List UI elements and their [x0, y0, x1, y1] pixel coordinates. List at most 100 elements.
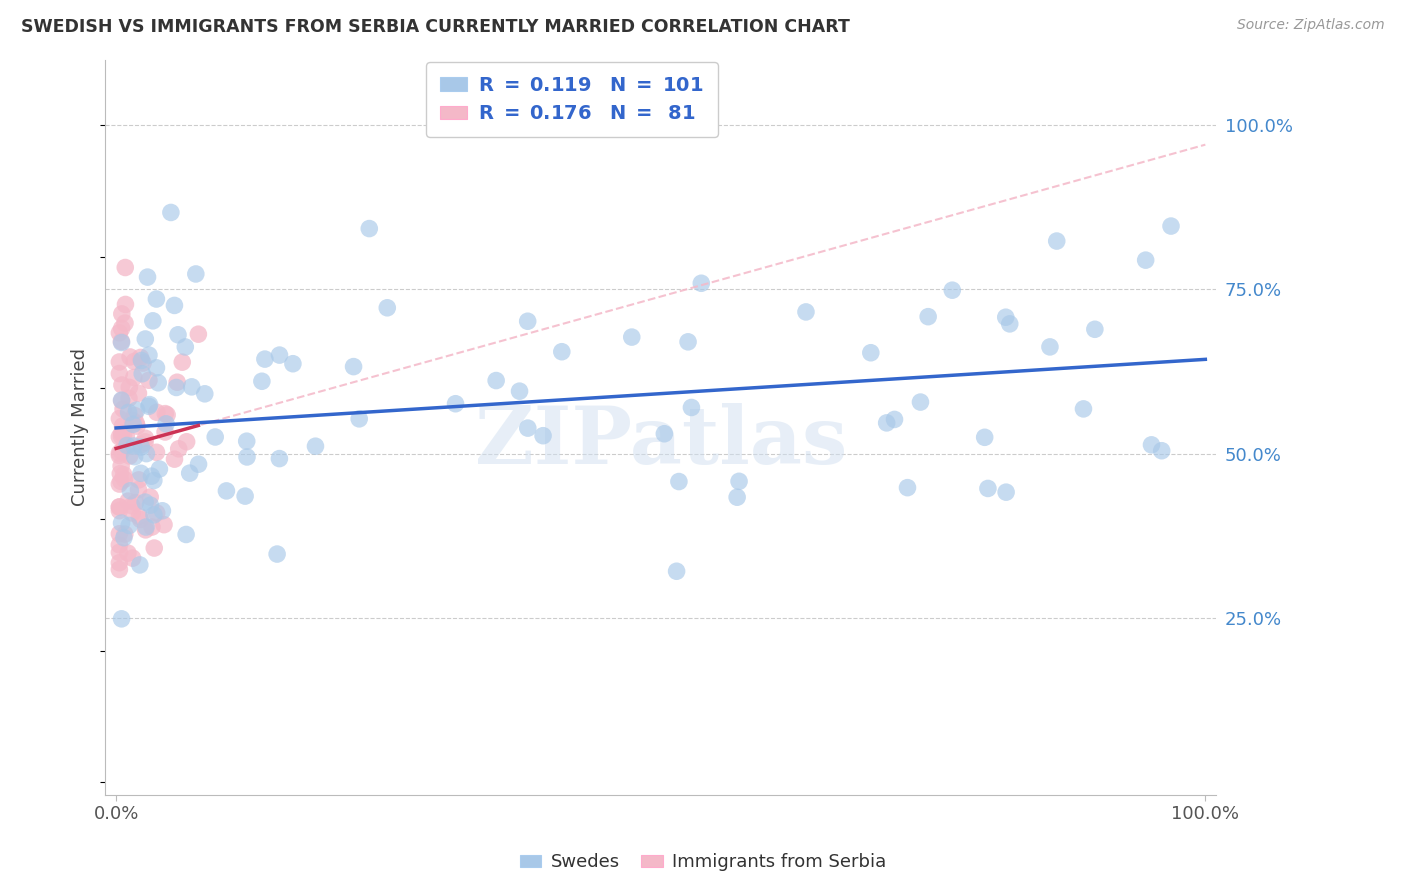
Point — [233, 489, 256, 503]
Point — [359, 221, 381, 235]
Point — [148, 376, 170, 390]
Point — [135, 447, 157, 461]
Point — [114, 316, 136, 330]
Point — [136, 270, 159, 285]
Point — [1046, 234, 1069, 248]
Point — [1084, 322, 1107, 336]
Point — [1135, 253, 1157, 268]
Point — [163, 452, 186, 467]
Point — [134, 434, 156, 449]
Point — [281, 357, 304, 371]
Point — [111, 419, 134, 434]
Point — [995, 485, 1018, 500]
Point — [652, 426, 675, 441]
Point — [112, 531, 135, 545]
Point — [174, 527, 197, 541]
Point — [134, 332, 156, 346]
Point — [138, 373, 160, 387]
Point — [108, 446, 131, 460]
Point — [108, 500, 131, 514]
Point — [121, 499, 143, 513]
Point — [163, 298, 186, 312]
Point — [155, 407, 177, 421]
Point — [117, 494, 139, 508]
Point — [112, 467, 135, 482]
Point — [129, 437, 152, 451]
Point — [108, 545, 131, 559]
Point — [156, 408, 179, 422]
Point — [108, 449, 131, 463]
Point — [167, 327, 190, 342]
Point — [112, 402, 135, 417]
Point — [145, 292, 167, 306]
Point — [132, 356, 155, 370]
Point — [120, 350, 142, 364]
Point — [146, 405, 169, 419]
Point — [118, 392, 141, 406]
Point — [120, 483, 142, 498]
Point — [129, 440, 152, 454]
Point — [110, 334, 132, 349]
Point — [118, 380, 141, 394]
Point — [114, 297, 136, 311]
Point — [118, 449, 141, 463]
Point — [129, 512, 152, 526]
Point — [134, 431, 156, 445]
Point — [266, 547, 288, 561]
Point — [143, 508, 166, 522]
Point — [108, 411, 131, 425]
Point — [859, 345, 882, 359]
Point — [108, 538, 131, 552]
Point — [108, 367, 131, 381]
Point — [941, 283, 963, 297]
Point — [110, 516, 132, 530]
Point — [516, 314, 538, 328]
Point — [128, 558, 150, 572]
Point — [139, 490, 162, 504]
Point — [135, 520, 157, 534]
Point — [165, 380, 187, 394]
Point — [179, 466, 201, 480]
Point — [977, 482, 1000, 496]
Point — [117, 405, 139, 419]
Point — [108, 355, 131, 369]
Point — [269, 348, 291, 362]
Point — [127, 386, 149, 401]
Point — [994, 310, 1017, 325]
Point — [444, 397, 467, 411]
Point — [1140, 438, 1163, 452]
Point — [122, 370, 145, 384]
Y-axis label: Currently Married: Currently Married — [72, 349, 89, 507]
Text: ZIPatlas: ZIPatlas — [475, 403, 846, 481]
Point — [142, 474, 165, 488]
Point — [121, 551, 143, 566]
Point — [184, 267, 207, 281]
Point — [114, 527, 136, 541]
Point — [141, 469, 163, 483]
Point — [304, 439, 326, 453]
Point — [145, 360, 167, 375]
Point — [110, 393, 132, 408]
Point — [110, 467, 132, 481]
Point — [127, 483, 149, 497]
Point — [114, 472, 136, 486]
Point — [681, 401, 703, 415]
Point — [342, 359, 364, 374]
Point — [108, 326, 131, 340]
Point — [145, 445, 167, 459]
Point — [118, 518, 141, 533]
Point — [509, 384, 531, 399]
Point — [142, 314, 165, 328]
Point — [174, 340, 197, 354]
Legend: Swedes, Immigrants from Serbia: Swedes, Immigrants from Serbia — [513, 847, 893, 879]
Point — [124, 354, 146, 368]
Point — [108, 430, 131, 444]
Point — [138, 398, 160, 412]
Point — [551, 344, 574, 359]
Point — [128, 509, 150, 524]
Point — [236, 450, 259, 464]
Point — [135, 523, 157, 537]
Point — [121, 506, 143, 520]
Point — [108, 500, 131, 514]
Point — [125, 419, 148, 434]
